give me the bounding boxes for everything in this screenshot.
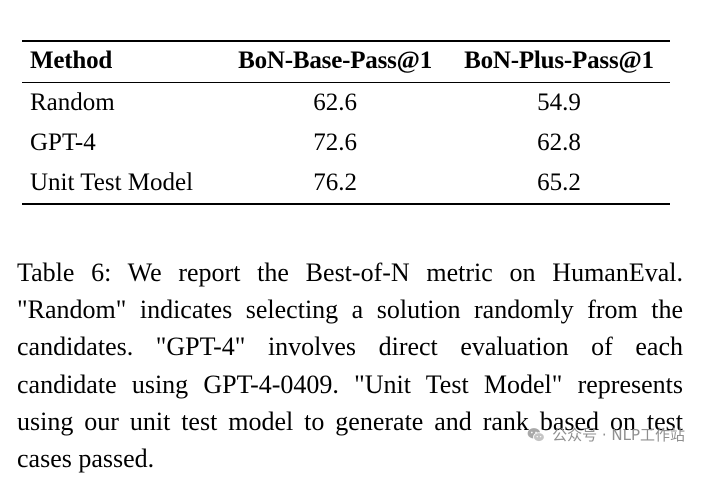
header-method: Method: [30, 47, 113, 74]
plus-pass-cell: 54.9: [537, 89, 581, 116]
table-row: Random 62.6 54.9: [22, 83, 670, 124]
plus-pass-cell: 62.8: [537, 129, 581, 156]
base-pass-cell: 62.6: [313, 89, 357, 116]
watermark: 公众号 · NLP工作站: [526, 424, 685, 445]
table-caption: Table 6: We report the Best-of-N metric …: [17, 258, 683, 474]
method-cell: Unit Test Model: [30, 169, 194, 196]
results-table-container: Method BoN-Base-Pass@1 BoN-Plus-Pass@1 R…: [22, 40, 670, 205]
plus-pass-cell: 65.2: [537, 169, 581, 196]
watermark-text: 公众号 · NLP工作站: [552, 426, 685, 444]
results-table: Method BoN-Base-Pass@1 BoN-Plus-Pass@1 R…: [22, 40, 670, 205]
base-pass-cell: 72.6: [313, 129, 357, 156]
method-cell: Random: [30, 89, 115, 116]
header-bon-plus-pass1: BoN-Plus-Pass@1: [464, 47, 654, 74]
wechat-icon: [527, 427, 545, 442]
header-bon-base-pass1: BoN-Base-Pass@1: [238, 47, 433, 74]
table-row: Unit Test Model 76.2 65.2: [22, 163, 670, 204]
table-header-row: Method BoN-Base-Pass@1 BoN-Plus-Pass@1: [22, 41, 670, 83]
table-row: GPT-4 72.6 62.8: [22, 123, 670, 163]
method-cell: GPT-4: [30, 129, 96, 156]
base-pass-cell: 76.2: [313, 169, 357, 196]
